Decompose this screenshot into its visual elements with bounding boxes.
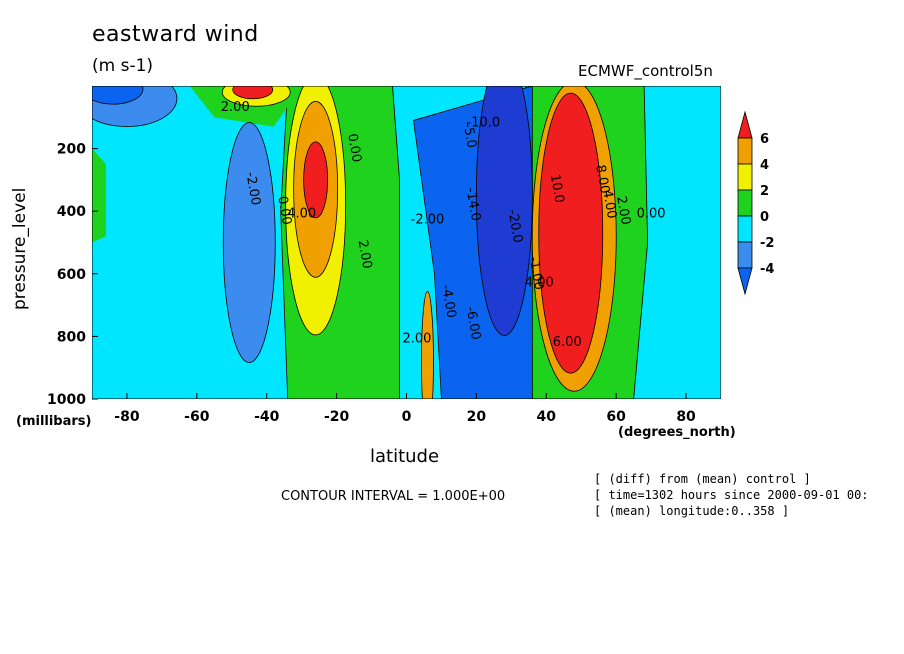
contour-label: -2.00	[242, 171, 263, 207]
contour-label: -6.00	[463, 305, 484, 341]
contour-label: -5.0	[460, 122, 479, 150]
x-tick-label: 0	[402, 409, 412, 425]
y-axis-label: pressure_level	[10, 187, 30, 310]
colorbar-label: -2	[760, 236, 774, 251]
x-tick-label: 60	[606, 409, 626, 425]
contour-label: 0.00	[637, 206, 666, 221]
y-axis-unit: (millibars)	[16, 414, 92, 429]
chart-units: (m s-1)	[92, 56, 154, 76]
contour-label: -14.0	[463, 186, 484, 222]
zone-tropical-core	[475, 86, 533, 336]
colorbar-label: -4	[760, 262, 774, 277]
colorbar-segment	[737, 241, 753, 269]
zone-strat-jet-yellow	[221, 86, 291, 107]
x-tick-label: 80	[676, 409, 696, 425]
colorbar-segment	[737, 189, 753, 217]
zone-southern-negative	[222, 122, 276, 363]
colorbar-label: 6	[760, 132, 769, 147]
field-background	[92, 86, 721, 399]
y-tick-label: 800	[57, 329, 86, 345]
zone-polar-positive	[92, 148, 106, 243]
contour-label: 6.00	[553, 335, 582, 350]
contour-label: -1.00	[525, 255, 546, 291]
colorbar-segment	[737, 137, 753, 165]
zone-polar-negative	[92, 86, 178, 127]
x-axis-label: latitude	[370, 446, 440, 467]
y-tick-label: 200	[57, 142, 86, 158]
contour-label: 0.00	[274, 195, 294, 226]
contour-label: 2.00	[221, 100, 250, 115]
plot-frame	[92, 86, 721, 399]
contour-label: -20.0	[504, 208, 525, 244]
zone-strat-jet-core	[232, 86, 274, 100]
contour-label: 10.0	[547, 173, 567, 204]
colorbar-label: 2	[760, 184, 769, 199]
zone-northern-jet-orange	[531, 86, 617, 392]
x-axis-unit: (degrees_north)	[618, 425, 736, 440]
colorbar-segment	[737, 215, 753, 243]
y-tick-label: 1000	[47, 392, 86, 408]
contour-label: 4.00	[287, 206, 316, 221]
x-tick-label: -20	[324, 409, 350, 425]
contour-label: 4.00	[525, 275, 554, 290]
colorbar-label: 4	[760, 158, 769, 173]
meta-line-2: [ time=1302 hours since 2000-09-01 00:	[594, 488, 869, 502]
contour-label: 8.00	[592, 164, 612, 195]
zone-southern-jet-core	[303, 141, 329, 219]
colorbar-segment	[737, 163, 753, 191]
meta-line-1: [ (diff) from (mean) control ]	[594, 472, 811, 486]
zone-tropical-negative	[413, 86, 533, 399]
chart-title: eastward wind	[92, 22, 259, 47]
zone-southern-jet-orange	[293, 100, 339, 278]
zone-southern-jet-positive	[280, 86, 400, 399]
x-tick-label: -80	[114, 409, 140, 425]
x-tick-label: 20	[467, 409, 487, 425]
contour-label: -2.00	[411, 213, 445, 228]
zone-northern-jet-core	[538, 92, 604, 374]
contour-label: 4.00	[599, 189, 619, 220]
contour-label: -4.00	[438, 283, 459, 319]
contour-interval: CONTOUR INTERVAL = 1.000E+00	[281, 489, 506, 504]
x-tick-label: -60	[184, 409, 210, 425]
contour-label: 2.00	[355, 239, 375, 270]
y-tick-label: 600	[57, 267, 86, 283]
x-tick-label: -40	[254, 409, 280, 425]
y-tick-label: 400	[57, 204, 86, 220]
zone-polar-core	[92, 86, 144, 105]
model-label: ECMWF_control5n	[578, 62, 713, 80]
colorbar-top-arrow	[737, 110, 753, 139]
zone-southern-jet-yellow	[285, 86, 347, 336]
contour-label: 0.00	[344, 132, 364, 163]
contour-label: 2.00	[613, 195, 633, 226]
x-tick-label: 40	[537, 409, 557, 425]
colorbar-label: 0	[760, 210, 769, 225]
meta-line-3: [ (mean) longitude:0..358 ]	[594, 504, 790, 518]
colorbar-bottom-arrow	[737, 267, 753, 296]
zone-northern-positive	[524, 86, 649, 399]
zone-stratosphere-positive	[189, 86, 302, 127]
zone-equatorial-positive	[421, 291, 434, 399]
contour-label: -10.0	[467, 116, 501, 131]
contour-label: 2.00	[403, 332, 432, 347]
